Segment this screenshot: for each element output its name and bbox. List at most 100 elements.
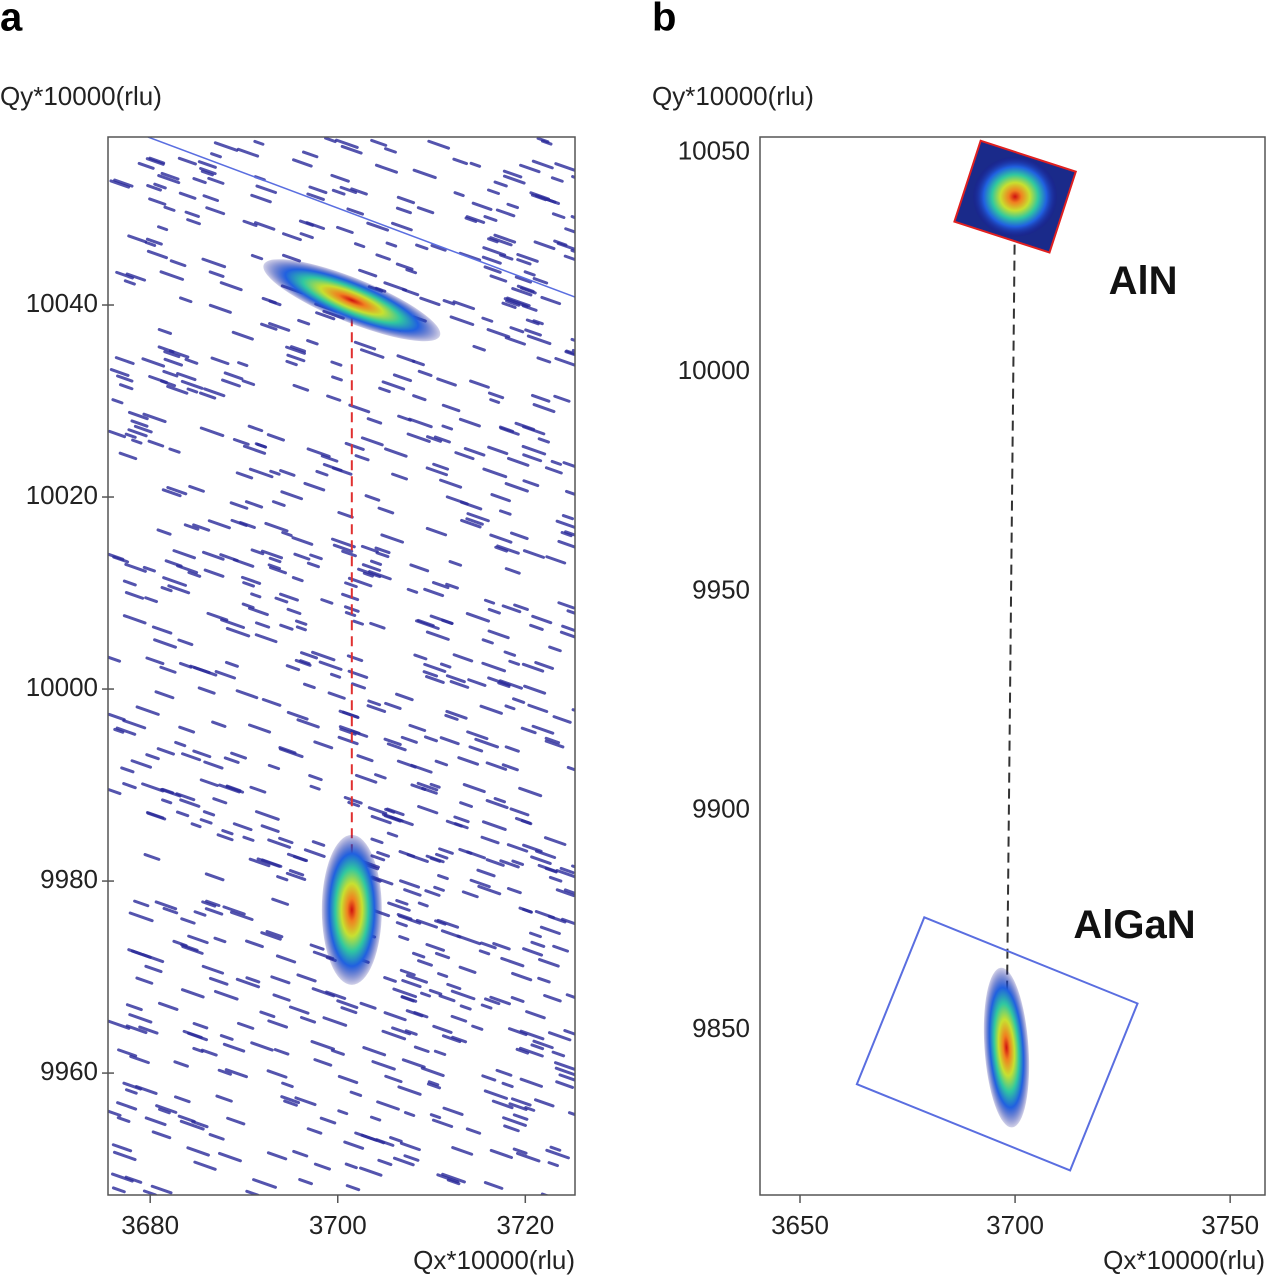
noise-streak xyxy=(125,1003,143,1012)
noise-streak xyxy=(330,537,356,549)
noise-streak xyxy=(282,232,302,242)
noise-streak xyxy=(403,1154,420,1162)
noise-streak xyxy=(511,287,533,297)
noise-streak xyxy=(244,500,264,509)
noise-streak xyxy=(162,906,179,915)
noise-streak xyxy=(223,371,244,381)
noise-streak xyxy=(249,785,267,794)
noise-streak xyxy=(359,348,385,359)
noise-streak xyxy=(552,944,570,953)
noise-streak xyxy=(242,835,255,842)
noise-streak xyxy=(391,221,413,232)
noise-streak xyxy=(180,988,205,999)
noise-streak xyxy=(315,469,329,477)
noise-streak xyxy=(253,221,276,231)
noise-streak xyxy=(397,914,422,925)
noise-streak xyxy=(141,953,165,964)
noise-streak xyxy=(112,1150,137,1162)
noise-streak xyxy=(192,1046,204,1053)
noise-streak xyxy=(519,1029,545,1041)
noise-streak xyxy=(160,586,173,593)
noise-streak xyxy=(229,501,249,510)
noise-streak xyxy=(124,1175,143,1184)
noise-streak xyxy=(306,561,320,569)
noise-streak xyxy=(153,638,177,649)
noise-streak xyxy=(459,500,483,511)
noise-streak xyxy=(425,526,448,537)
noise-streak xyxy=(385,807,405,817)
noise-streak xyxy=(310,1040,335,1051)
noise-streak xyxy=(153,182,167,190)
noise-streak xyxy=(459,1004,472,1011)
noise-streak xyxy=(566,609,575,615)
y-tick-label: 9850 xyxy=(692,1013,750,1043)
noise-streak xyxy=(567,1111,575,1117)
noise-streak xyxy=(179,798,201,808)
noise-streak xyxy=(180,917,196,925)
noise-streak xyxy=(532,403,556,414)
noise-streak xyxy=(508,1102,528,1111)
noise-streak xyxy=(426,1082,442,1090)
panel-label: a xyxy=(0,0,23,40)
noise-streak xyxy=(144,596,159,604)
y-tick-label: 10020 xyxy=(26,480,98,510)
noise-streak xyxy=(439,662,452,669)
noise-streak xyxy=(232,822,253,832)
noise-streak xyxy=(203,568,225,578)
noise-streak xyxy=(300,651,319,660)
noise-streak xyxy=(487,391,505,400)
noise-streak xyxy=(231,330,254,341)
noise-streak xyxy=(436,377,457,387)
noise-streak xyxy=(313,1162,331,1171)
noise-streak xyxy=(191,1120,209,1129)
noise-streak xyxy=(465,517,484,526)
noise-streak xyxy=(503,1124,520,1133)
noise-streak xyxy=(454,451,475,461)
noise-streak xyxy=(502,174,526,185)
y-axis-label: Qy*10000(rlu) xyxy=(0,81,162,111)
noise-streak xyxy=(252,1178,277,1189)
noise-streak xyxy=(504,704,516,711)
noise-streak xyxy=(184,210,200,218)
noise-streak xyxy=(466,730,489,741)
noise-streak xyxy=(427,139,451,150)
noise-streak xyxy=(192,523,211,532)
noise-streak xyxy=(434,759,449,767)
noise-streak xyxy=(483,215,498,222)
noise-streak xyxy=(510,1097,532,1107)
noise-streak xyxy=(530,1043,545,1051)
noise-streak xyxy=(124,1088,138,1095)
noise-streak xyxy=(370,814,392,825)
x-axis-label: Qx*10000(rlu) xyxy=(413,1245,575,1275)
noise-streak xyxy=(199,391,217,400)
noise-streak xyxy=(230,518,248,527)
noise-streak xyxy=(157,174,181,185)
noise-streak xyxy=(405,974,428,984)
noise-streak xyxy=(353,242,366,249)
noise-streak xyxy=(130,419,149,428)
noise-streak xyxy=(409,563,430,573)
noise-streak xyxy=(181,752,202,762)
noise-streak xyxy=(285,871,307,881)
noise-streak xyxy=(163,205,176,212)
noise-streak xyxy=(240,575,262,585)
noise-streak xyxy=(370,854,386,862)
noise-streak xyxy=(223,756,240,764)
noise-streak xyxy=(329,672,342,679)
noise-streak xyxy=(222,1042,246,1053)
noise-streak xyxy=(336,225,354,235)
noise-streak xyxy=(175,792,196,802)
noise-streak xyxy=(115,726,137,736)
noise-streak xyxy=(538,958,560,968)
noise-streak xyxy=(267,1019,289,1029)
noise-streak xyxy=(330,173,350,183)
noise-streak xyxy=(451,1146,474,1156)
noise-streak xyxy=(406,587,419,594)
noise-streak xyxy=(306,447,331,458)
noise-streak xyxy=(271,897,290,906)
noise-streak xyxy=(192,1021,209,1030)
noise-streak xyxy=(318,660,343,671)
noise-streak xyxy=(267,763,281,771)
noise-streak xyxy=(544,739,565,749)
noise-streak xyxy=(469,161,482,168)
